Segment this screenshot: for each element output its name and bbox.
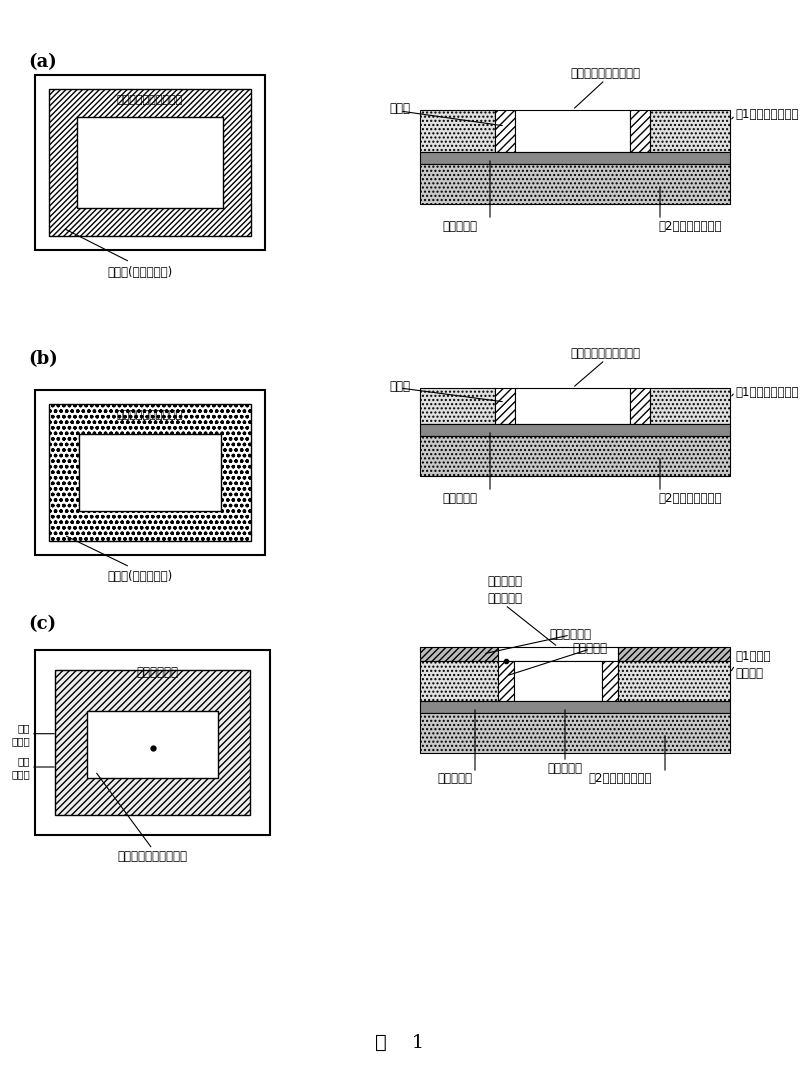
Text: 图    1: 图 1 (375, 1034, 425, 1052)
Text: 屏蔽孔: 屏蔽孔 (390, 379, 410, 392)
Bar (420, 713, 730, 753)
Text: 屏蔽用金属层: 屏蔽用金属层 (549, 629, 591, 642)
Bar (420, 424, 730, 436)
Text: 半导体元件收容用凹部: 半导体元件收容用凹部 (118, 851, 187, 864)
Bar (420, 110, 495, 152)
Bar (35, 650, 270, 835)
Bar (498, 647, 618, 661)
Bar (49, 404, 251, 541)
Bar (650, 388, 730, 424)
Text: 屏蔽孔(侧面金属层): 屏蔽孔(侧面金属层) (107, 266, 173, 279)
Bar (515, 110, 630, 152)
Text: 金属层: 金属层 (11, 769, 30, 779)
Text: 半导体元件收容用凹部: 半导体元件收容用凹部 (570, 347, 640, 360)
Bar (77, 117, 223, 208)
Bar (630, 110, 650, 152)
Bar (420, 436, 730, 476)
Text: 第2绝缘性树脂基材: 第2绝缘性树脂基材 (658, 491, 722, 504)
Text: 下部金属层: 下部金属层 (442, 491, 478, 504)
Text: 第1绝缘性树脂基材: 第1绝缘性树脂基材 (735, 108, 798, 121)
Text: (a): (a) (28, 53, 57, 71)
Text: 屏蔽孔(侧面金属层): 屏蔽孔(侧面金属层) (107, 570, 173, 583)
Text: 第1绝缘性
树脂基材: 第1绝缘性 树脂基材 (735, 650, 770, 680)
Bar (420, 388, 495, 424)
Text: 半导体元件收容用凹部: 半导体元件收容用凹部 (570, 67, 640, 80)
Text: 第2绝缘性树脂基材: 第2绝缘性树脂基材 (588, 772, 652, 785)
Bar (420, 647, 498, 661)
Text: 屏蔽用金属层: 屏蔽用金属层 (137, 665, 178, 678)
Bar (420, 152, 730, 164)
Text: 下部: 下部 (18, 756, 30, 766)
Bar (55, 670, 250, 815)
Bar (49, 89, 251, 237)
Text: 第2绝缘性树脂基材: 第2绝缘性树脂基材 (658, 219, 722, 232)
Bar (420, 164, 730, 204)
Bar (35, 390, 265, 555)
Bar (515, 388, 630, 424)
Bar (87, 711, 218, 778)
Bar (650, 110, 730, 152)
Text: 半导体元件
收容用凹部: 半导体元件 收容用凹部 (487, 575, 522, 605)
Bar (602, 661, 618, 701)
Text: 下部金属层: 下部金属层 (442, 219, 478, 232)
Bar (514, 661, 602, 701)
Text: 侧面金属层: 侧面金属层 (573, 643, 607, 656)
Text: 金属层: 金属层 (11, 735, 30, 745)
Text: (b): (b) (28, 350, 58, 368)
Text: (c): (c) (28, 615, 56, 633)
Bar (630, 388, 650, 424)
Bar (420, 701, 730, 713)
Bar (79, 434, 221, 511)
Text: 第1绝缘性树脂基材: 第1绝缘性树脂基材 (735, 386, 798, 399)
Text: 半导体元件收容用凹部: 半导体元件收容用凹部 (117, 95, 183, 105)
Text: 半导体元件收容用凹部: 半导体元件收容用凹部 (117, 410, 183, 420)
Bar (495, 110, 515, 152)
Bar (618, 647, 730, 661)
Text: 下部金属层: 下部金属层 (547, 761, 582, 774)
Text: 侧面: 侧面 (18, 723, 30, 732)
Bar (618, 661, 730, 701)
Bar (35, 75, 265, 249)
Bar (420, 661, 498, 701)
Text: 片状金属层: 片状金属层 (438, 772, 473, 785)
Bar (495, 388, 515, 424)
Bar (498, 661, 514, 701)
Text: 屏蔽孔: 屏蔽孔 (390, 103, 410, 116)
